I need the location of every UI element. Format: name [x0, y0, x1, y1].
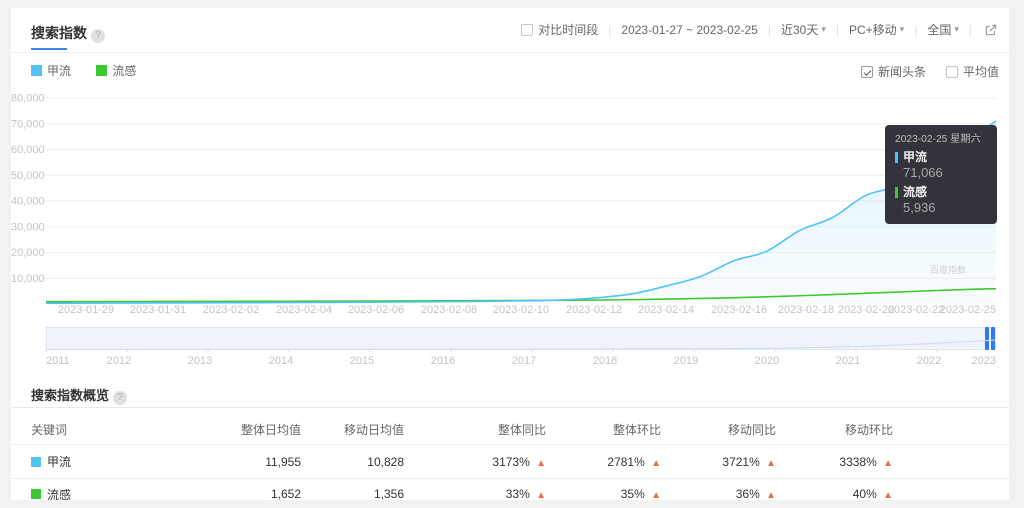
svg-text:2012: 2012 — [107, 355, 131, 367]
svg-text:2023-01-29: 2023-01-29 — [58, 304, 114, 313]
svg-text:2019: 2019 — [674, 355, 698, 367]
svg-text:2017: 2017 — [512, 355, 536, 367]
svg-text:2023-02-12: 2023-02-12 — [566, 304, 622, 313]
svg-text:80,000: 80,000 — [11, 93, 45, 105]
svg-text:40,000: 40,000 — [11, 196, 45, 208]
svg-text:2023-02-20: 2023-02-20 — [838, 304, 894, 313]
svg-text:50,000: 50,000 — [11, 170, 45, 182]
svg-text:2023: 2023 — [972, 355, 996, 367]
svg-text:2023-01-31: 2023-01-31 — [130, 304, 186, 313]
svg-text:2020: 2020 — [755, 355, 779, 367]
svg-text:2022: 2022 — [917, 355, 941, 367]
svg-text:2023-02-22: 2023-02-22 — [888, 304, 944, 313]
svg-text:70,000: 70,000 — [11, 118, 45, 130]
svg-text:10,000: 10,000 — [11, 273, 45, 285]
svg-text:2023-02-14: 2023-02-14 — [638, 304, 694, 313]
svg-text:2021: 2021 — [836, 355, 860, 367]
svg-text:2023-02-06: 2023-02-06 — [348, 304, 404, 313]
svg-text:20,000: 20,000 — [11, 247, 45, 259]
svg-text:2023-02-16: 2023-02-16 — [711, 304, 767, 313]
svg-text:2014: 2014 — [269, 355, 293, 367]
svg-text:2016: 2016 — [431, 355, 455, 367]
svg-text:2015: 2015 — [350, 355, 374, 367]
svg-text:2023-02-02: 2023-02-02 — [203, 304, 259, 313]
svg-text:2018: 2018 — [593, 355, 617, 367]
svg-text:2013: 2013 — [188, 355, 212, 367]
svg-text:2023-02-08: 2023-02-08 — [421, 304, 477, 313]
svg-text:2011: 2011 — [46, 355, 70, 367]
svg-text:百度指数: 百度指数 — [930, 264, 966, 275]
svg-text:2023-02-18: 2023-02-18 — [778, 304, 834, 313]
svg-text:60,000: 60,000 — [11, 144, 45, 156]
svg-text:30,000: 30,000 — [11, 221, 45, 233]
svg-text:2023-02-25: 2023-02-25 — [940, 304, 996, 313]
svg-text:2023-02-04: 2023-02-04 — [276, 304, 332, 313]
svg-text:2023-02-10: 2023-02-10 — [493, 304, 549, 313]
